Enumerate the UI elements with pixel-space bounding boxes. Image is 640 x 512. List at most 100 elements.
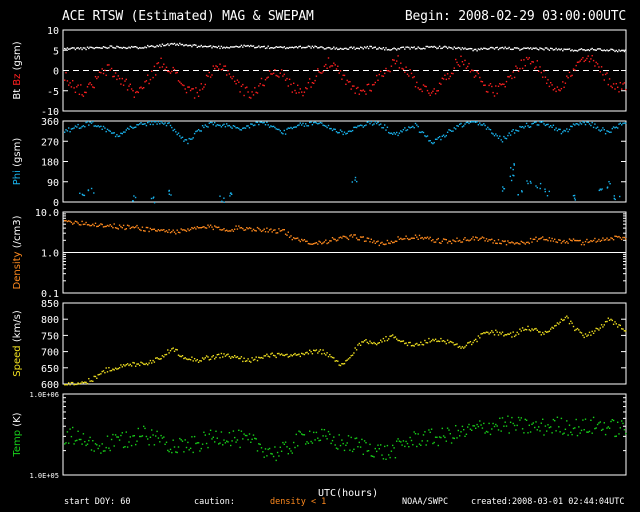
data-point bbox=[77, 382, 79, 384]
data-point bbox=[496, 242, 498, 245]
data-point bbox=[526, 180, 528, 182]
data-point bbox=[309, 430, 311, 432]
data-point bbox=[412, 125, 414, 128]
data-point bbox=[144, 427, 146, 430]
data-point bbox=[193, 97, 196, 99]
data-point bbox=[442, 46, 445, 48]
data-point bbox=[456, 343, 458, 345]
data-point bbox=[240, 227, 243, 229]
data-point bbox=[374, 46, 376, 48]
data-point bbox=[124, 80, 126, 82]
data-point bbox=[264, 79, 267, 81]
y-tick-label: 800 bbox=[41, 315, 59, 326]
data-point bbox=[513, 164, 515, 166]
data-point bbox=[503, 47, 505, 50]
data-point bbox=[218, 443, 220, 445]
data-point bbox=[274, 229, 276, 231]
data-point bbox=[357, 344, 359, 346]
data-point bbox=[235, 45, 237, 47]
data-point bbox=[338, 364, 340, 366]
data-point bbox=[354, 176, 357, 179]
data-point bbox=[386, 70, 389, 72]
data-point bbox=[315, 122, 318, 124]
data-point bbox=[187, 358, 189, 361]
data-point bbox=[393, 336, 395, 339]
data-point bbox=[429, 236, 431, 239]
data-point bbox=[70, 381, 73, 384]
data-point bbox=[600, 189, 602, 191]
data-point bbox=[317, 123, 319, 125]
data-point bbox=[408, 126, 410, 128]
data-point bbox=[442, 340, 445, 342]
data-point bbox=[426, 342, 429, 344]
data-point bbox=[511, 130, 513, 132]
data-point bbox=[574, 329, 576, 332]
data-point bbox=[392, 241, 394, 244]
data-point bbox=[197, 129, 200, 131]
data-point bbox=[330, 240, 332, 242]
data-point bbox=[196, 226, 198, 228]
data-point bbox=[100, 47, 102, 49]
data-point bbox=[484, 432, 486, 434]
data-point bbox=[495, 423, 497, 426]
data-point bbox=[264, 124, 267, 126]
data-point bbox=[619, 82, 621, 84]
data-point bbox=[554, 129, 556, 131]
data-point bbox=[114, 47, 117, 49]
data-point bbox=[141, 123, 144, 125]
y-tick-label: 90 bbox=[47, 178, 59, 189]
data-point bbox=[428, 429, 430, 431]
data-point bbox=[432, 239, 434, 241]
data-point bbox=[104, 372, 106, 374]
data-point bbox=[239, 446, 241, 449]
data-point bbox=[567, 130, 569, 133]
data-point bbox=[396, 131, 398, 134]
data-point bbox=[209, 45, 212, 47]
data-point bbox=[571, 433, 573, 436]
data-point bbox=[118, 46, 121, 49]
data-point bbox=[256, 450, 259, 452]
data-point bbox=[100, 373, 102, 375]
data-point bbox=[214, 441, 216, 443]
data-point bbox=[287, 453, 289, 455]
data-point bbox=[110, 132, 113, 134]
data-point bbox=[446, 242, 449, 244]
data-point bbox=[467, 239, 469, 241]
data-point bbox=[496, 135, 498, 137]
data-point bbox=[578, 240, 580, 242]
data-point bbox=[578, 61, 580, 63]
data-point bbox=[266, 77, 268, 79]
data-point bbox=[584, 240, 587, 243]
data-point bbox=[337, 239, 339, 241]
data-point bbox=[461, 126, 464, 128]
data-point bbox=[347, 48, 350, 50]
data-point bbox=[503, 335, 505, 337]
data-point bbox=[388, 454, 390, 456]
data-point bbox=[452, 437, 454, 439]
data-point bbox=[592, 126, 595, 129]
data-point bbox=[497, 334, 500, 336]
data-point bbox=[359, 344, 362, 346]
data-point bbox=[422, 344, 425, 346]
data-point bbox=[365, 240, 367, 242]
data-point bbox=[73, 443, 75, 445]
data-point bbox=[509, 134, 512, 136]
data-point bbox=[536, 48, 538, 50]
data-point bbox=[311, 353, 314, 355]
data-point bbox=[611, 48, 613, 51]
data-point bbox=[599, 240, 601, 242]
data-point bbox=[542, 236, 544, 238]
data-point bbox=[136, 124, 138, 126]
data-point bbox=[290, 450, 292, 452]
data-point bbox=[483, 332, 485, 334]
data-point bbox=[321, 353, 323, 355]
data-point bbox=[173, 68, 176, 71]
data-point bbox=[365, 124, 367, 126]
y-tick-label: 0 bbox=[53, 67, 59, 78]
data-point bbox=[473, 425, 476, 427]
data-point bbox=[588, 60, 591, 63]
data-point bbox=[600, 429, 603, 431]
data-point bbox=[455, 343, 457, 346]
data-point bbox=[150, 197, 153, 200]
